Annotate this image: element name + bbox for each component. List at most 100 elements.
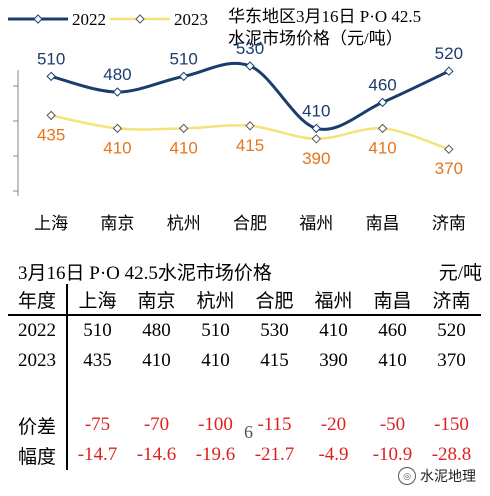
data-label-2022: 520 (435, 44, 463, 63)
row-label: 2023 (8, 346, 68, 376)
x-tick-label: 福州 (299, 214, 333, 233)
table-cell: -50 (379, 414, 406, 435)
table-col-header: 南京 (127, 284, 186, 316)
data-point-2023 (46, 110, 56, 121)
table-spacer-row (8, 376, 481, 410)
spacer-cell (67, 376, 127, 410)
wechat-icon: ◎ (398, 467, 416, 485)
price-table: 年度 上海 南京 杭州 合肥 福州 南昌 济南 2022 510 480 510 530… (8, 284, 481, 470)
row-label: 价差 (8, 410, 68, 440)
table-col-header: 杭州 (186, 284, 245, 316)
table-cell: 410 (378, 350, 407, 371)
chart-axes (13, 70, 19, 196)
table-cell: 410 (201, 350, 230, 371)
table-cell: 510 (201, 320, 230, 341)
table-row: 2022 510 480 510 530 410 460 520 (8, 315, 481, 346)
x-tick-label: 南昌 (366, 214, 400, 233)
table-header-row: 年度 上海 南京 杭州 合肥 福州 南昌 济南 (8, 284, 481, 316)
table-row: 幅度 -14.7 -14.6 -19.6 -21.7 -4.9 -10.9 -28.8 (8, 440, 481, 470)
data-point-2022 (179, 71, 189, 82)
table-cell: -70 (143, 414, 170, 435)
data-label-2023: 410 (170, 138, 198, 157)
table-cell: -100 (198, 414, 233, 435)
data-point-2023 (444, 144, 454, 154)
data-label-2022: 480 (103, 65, 131, 84)
table-col-header: 南昌 (363, 284, 422, 316)
data-label-2023: 410 (103, 138, 131, 157)
spacer-cell (422, 376, 481, 410)
table-cell: 520 (437, 320, 466, 341)
category-labels: 上海 南京 杭州 合肥 福州 南昌 济南 (34, 214, 466, 233)
table-corner-label: 年度 (8, 284, 68, 316)
table-cell: 410 (142, 350, 171, 371)
data-label-2023: 415 (236, 136, 264, 155)
table-cell: -28.8 (431, 444, 472, 465)
table-cell: 530 (260, 320, 289, 341)
table-unit: 元/吨 (438, 263, 482, 284)
table-cell: -21.7 (254, 444, 295, 465)
x-tick-label: 上海 (34, 214, 68, 233)
data-label-2023: 435 (37, 125, 65, 144)
table-cell: 370 (437, 350, 466, 371)
data-label-2023: 370 (435, 159, 463, 178)
table-cell: 510 (83, 320, 112, 341)
table-cell: 390 (319, 350, 348, 371)
spacer-cell (363, 376, 422, 410)
table-cell: -4.9 (318, 444, 349, 465)
data-label-2022: 460 (368, 75, 396, 94)
spacer-cell (127, 376, 186, 410)
legend-marker-2022 (33, 14, 43, 24)
spacer-cell (186, 376, 245, 410)
legend-marker-2023 (135, 14, 145, 24)
table-cell: -10.9 (372, 444, 413, 465)
data-label-2022: 510 (170, 49, 198, 68)
table-cell: 460 (378, 320, 407, 341)
data-point-2022 (112, 87, 123, 97)
chart-legend: 2022 2023 (8, 10, 208, 29)
data-point-2022 (245, 61, 255, 71)
table-cell: -19.6 (195, 444, 236, 465)
data-point-2022 (46, 71, 56, 82)
table-title: 3月16日 P·O 42.5水泥市场价格 (18, 263, 272, 284)
data-label-2022: 530 (236, 39, 264, 58)
chart-title: 华东地区3月16日 P·O 42.5 (228, 7, 421, 26)
data-point-2023 (311, 134, 321, 144)
legend-label-2023: 2023 (174, 10, 208, 29)
table-cell: -20 (320, 414, 347, 435)
data-label-2023: 410 (368, 138, 396, 157)
table-col-header: 济南 (422, 284, 481, 316)
row-label: 2022 (8, 315, 68, 346)
line-chart: 2022 2023 华东地区3月16日 P·O 42.5 水泥市场价格（元/吨） … (8, 7, 466, 233)
series-layer: 435 410 410 415 390 410 370 510 480 510 530 410 460 5… (37, 39, 463, 178)
table-cell: 435 (83, 350, 112, 371)
data-point-2023 (377, 123, 388, 134)
x-tick-label: 合肥 (233, 214, 267, 233)
watermark: ◎ 水泥地理 (398, 466, 476, 486)
row-label: 幅度 (8, 440, 68, 470)
page-number: 6 (244, 422, 253, 442)
table-col-header: 福州 (304, 284, 363, 316)
table-cell: -150 (434, 414, 469, 435)
spacer-cell (8, 376, 68, 410)
data-label-2022: 510 (37, 49, 65, 68)
data-point-2022 (444, 66, 454, 76)
x-tick-label: 南京 (100, 214, 134, 233)
data-label-2022: 410 (302, 101, 330, 120)
table-cell: -14.6 (136, 444, 177, 465)
data-point-2023 (245, 121, 255, 131)
spacer-cell (304, 376, 363, 410)
table-col-header: 合肥 (245, 284, 304, 316)
table-row: 2023 435 410 410 415 390 410 370 (8, 346, 481, 376)
table-col-header: 上海 (67, 284, 127, 316)
data-point-2023 (112, 123, 123, 134)
table-cell: 410 (319, 320, 348, 341)
data-point-2022 (311, 123, 321, 134)
data-point-2022 (377, 97, 388, 108)
watermark-text: 水泥地理 (420, 468, 476, 484)
spacer-cell (245, 376, 304, 410)
table-cell: 415 (260, 350, 289, 371)
x-tick-label: 杭州 (167, 214, 201, 233)
chart-subtitle: 水泥市场价格（元/吨） (228, 29, 403, 48)
x-tick-label: 济南 (432, 214, 466, 233)
price-table-section: 3月16日 P·O 42.5水泥市场价格 元/吨 年度 上海 南京 杭州 合肥 … (0, 252, 490, 496)
